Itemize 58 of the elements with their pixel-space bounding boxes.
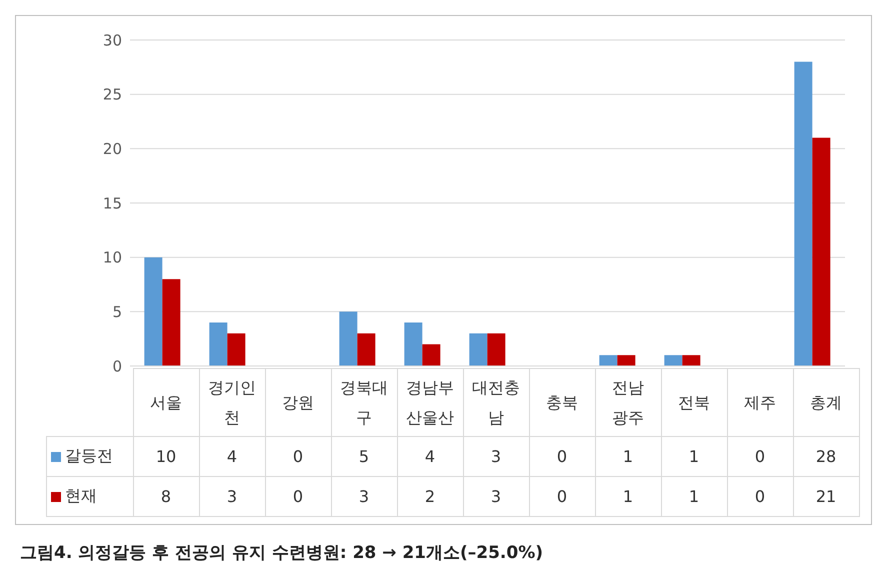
x-tick-label: 경남부 산울산 (397, 368, 463, 436)
data-label: 3 (199, 476, 265, 516)
bar (469, 333, 488, 366)
data-label: 28 (793, 436, 859, 476)
bar (144, 257, 162, 366)
y-tick-label: 0 (112, 357, 122, 376)
bar (812, 138, 830, 366)
data-label: 1 (595, 436, 661, 476)
x-tick-label: 강원 (265, 368, 331, 436)
data-label: 0 (529, 476, 595, 516)
y-tick-label: 5 (112, 302, 122, 321)
data-label: 3 (463, 476, 529, 516)
data-label: 0 (727, 476, 793, 516)
x-tick-label: 대전충 남 (463, 368, 529, 436)
x-tick-label: 경북대 구 (331, 368, 397, 436)
x-tick-label: 전남 광주 (595, 368, 661, 436)
data-label: 0 (265, 476, 331, 516)
x-tick-label: 전북 (661, 368, 727, 436)
data-label: 21 (793, 476, 859, 516)
bar (794, 62, 812, 366)
bar (664, 355, 682, 366)
caption: 그림4. 의정갈등 후 전공의 유지 수련병원: 28 → 21개소(–25.0%) (20, 542, 544, 564)
y-tick-label: 10 (102, 248, 122, 267)
y-tick-label: 25 (102, 86, 122, 104)
x-tick-label: 충북 (529, 368, 595, 436)
bar (209, 322, 228, 366)
bar (339, 312, 358, 366)
data-label: 0 (529, 436, 595, 476)
data-label: 2 (397, 476, 463, 516)
data-label: 1 (661, 436, 727, 476)
data-label: 4 (199, 436, 265, 476)
legend-label: 갈등전 (65, 446, 113, 467)
data-label: 0 (727, 436, 793, 476)
bar (487, 333, 506, 366)
data-label: 1 (595, 476, 661, 516)
bar (682, 355, 700, 366)
data-label: 0 (265, 436, 331, 476)
bar (422, 344, 440, 366)
bar (404, 322, 422, 366)
data-label: 3 (331, 476, 397, 516)
x-tick-label: 경기인 천 (199, 368, 265, 436)
bar (227, 333, 246, 366)
data-label: 1 (661, 476, 727, 516)
data-label: 5 (331, 436, 397, 476)
bar (162, 279, 180, 366)
x-tick-label: 제주 (727, 368, 793, 436)
bar (617, 355, 636, 366)
y-tick-label: 20 (102, 140, 122, 158)
x-tick-label: 총계 (793, 368, 859, 436)
data-label: 4 (397, 436, 463, 476)
legend-label: 현재 (65, 486, 97, 507)
data-label: 8 (133, 476, 199, 516)
data-label: 3 (463, 436, 529, 476)
y-tick-label: 30 (102, 31, 122, 50)
x-tick-label: 서울 (133, 368, 199, 436)
bar (599, 355, 618, 366)
bar (357, 333, 376, 366)
y-tick-label: 15 (102, 194, 122, 212)
